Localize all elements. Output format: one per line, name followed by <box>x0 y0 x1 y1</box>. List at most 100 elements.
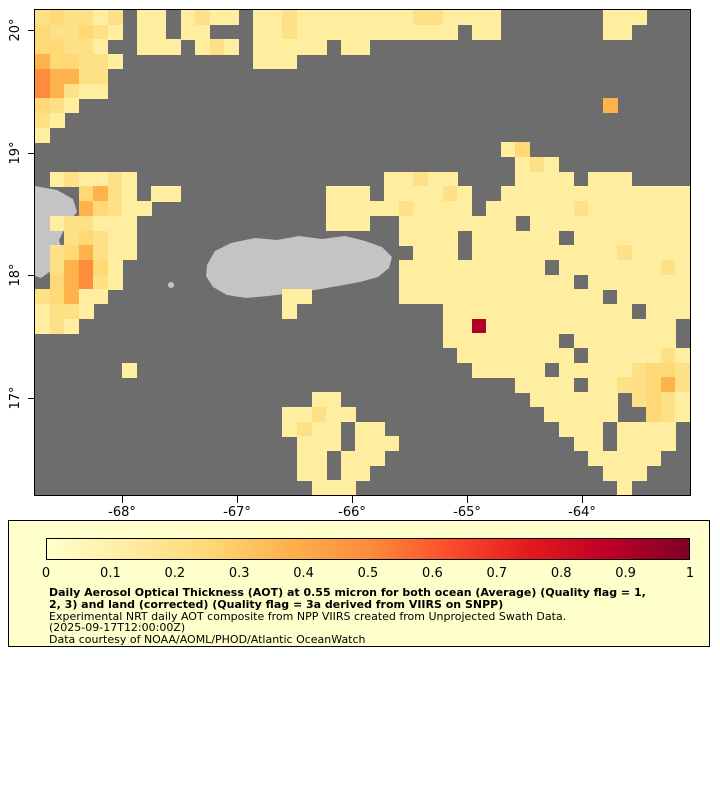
aot-cell <box>35 318 51 334</box>
aot-cell <box>93 54 109 70</box>
aot-cell <box>282 24 298 40</box>
aot-cell <box>311 392 327 408</box>
aot-cell <box>588 406 604 422</box>
aot-cell <box>515 142 531 158</box>
aot-cell <box>122 230 138 246</box>
aot-cell <box>369 24 385 40</box>
aot-cell <box>602 348 618 364</box>
aot-cell <box>559 186 575 202</box>
aot-cell <box>93 10 109 26</box>
aot-cell <box>500 186 516 202</box>
aot-cell <box>646 289 662 305</box>
aot-cell <box>195 10 211 26</box>
aot-cell <box>617 201 633 217</box>
aot-cell <box>369 10 385 26</box>
aot-cell <box>413 186 429 202</box>
aot-cell <box>457 348 473 364</box>
aot-cell <box>588 289 604 305</box>
aot-cell <box>384 436 400 452</box>
aot-cell <box>107 186 123 202</box>
aot-cell <box>180 10 196 26</box>
aot-cell <box>340 450 356 467</box>
aot-cell <box>253 24 269 40</box>
colorbar-ticks: 0 0.1 0.2 0.3 0.4 0.5 0.6 0.7 0.8 0.9 1 <box>9 521 709 646</box>
aot-cell <box>49 274 65 290</box>
aot-cell <box>78 68 94 84</box>
aot-cell <box>675 215 690 231</box>
aot-cell <box>515 333 531 349</box>
aot-cell <box>340 186 356 202</box>
aot-cell <box>35 289 51 305</box>
aot-cell <box>588 303 604 320</box>
aot-cell <box>617 289 633 305</box>
aot-cell <box>529 230 545 246</box>
aot-cell <box>355 39 371 55</box>
aot-cell <box>602 406 618 422</box>
aot-cell <box>253 10 269 26</box>
aot-cell <box>398 289 414 305</box>
aot-cell <box>500 289 516 305</box>
aot-cell <box>660 186 676 202</box>
y-axis-label: 20° <box>7 18 23 42</box>
aot-cell <box>340 406 356 422</box>
aot-cell <box>35 98 51 114</box>
aot-cell <box>398 201 414 217</box>
aot-cell <box>646 303 662 320</box>
aot-cell <box>442 230 458 246</box>
aot-cell <box>617 436 633 452</box>
aot-cell <box>64 230 80 246</box>
aot-cell <box>398 230 414 246</box>
aot-cell <box>515 348 531 364</box>
aot-cell <box>93 215 109 231</box>
y-axis-tick <box>28 275 35 276</box>
aot-cell <box>529 289 545 305</box>
aot-cell <box>413 289 429 305</box>
aot-cell <box>471 215 487 231</box>
aot-cell <box>326 406 342 422</box>
legend-title-line-1: Daily Aerosol Optical Thickness (AOT) at… <box>49 586 646 599</box>
aot-cell <box>515 303 531 320</box>
aot-cell <box>398 171 414 187</box>
aot-cell <box>297 289 313 305</box>
aot-cell <box>442 215 458 231</box>
aot-cell <box>573 333 589 349</box>
aot-cell <box>660 230 676 246</box>
aot-cell <box>631 465 647 481</box>
aot-cell <box>49 54 65 70</box>
aot-cell <box>413 259 429 275</box>
aot-cell <box>588 274 604 290</box>
aot-cell <box>559 377 575 393</box>
aot-cell <box>64 54 80 70</box>
aot-cell <box>326 24 342 40</box>
aot-cell <box>35 68 51 84</box>
aot-cell <box>486 362 502 378</box>
aot-cell <box>544 348 560 364</box>
aot-cell <box>267 39 283 55</box>
aot-cell <box>486 274 502 290</box>
aot-cell <box>93 274 109 290</box>
aot-cell <box>588 436 604 452</box>
aot-cell <box>515 201 531 217</box>
aot-cell <box>457 10 473 26</box>
aot-cell <box>646 274 662 290</box>
aot-cell <box>107 10 123 26</box>
aot-cell <box>49 318 65 334</box>
aot-cell <box>631 186 647 202</box>
aot-cell <box>428 186 444 202</box>
aot-cell <box>311 10 327 26</box>
aot-cell <box>35 83 51 99</box>
aot-cell <box>573 201 589 217</box>
aot-cell <box>675 274 690 290</box>
aot-cell <box>559 348 575 364</box>
legend-credit: Data courtesy of NOAA/AOML/PHOD/Atlantic… <box>49 633 366 647</box>
aot-cell <box>93 230 109 246</box>
aot-cell <box>559 406 575 422</box>
aot-cell <box>529 318 545 334</box>
aot-cell <box>559 362 575 378</box>
aot-cell <box>282 406 298 422</box>
aot-cell <box>631 450 647 467</box>
aot-cell <box>297 421 313 437</box>
aot-cell <box>588 230 604 246</box>
aot-cell <box>544 406 560 422</box>
legend-text: Daily Aerosol Optical Thickness (AOT) at… <box>49 587 646 646</box>
